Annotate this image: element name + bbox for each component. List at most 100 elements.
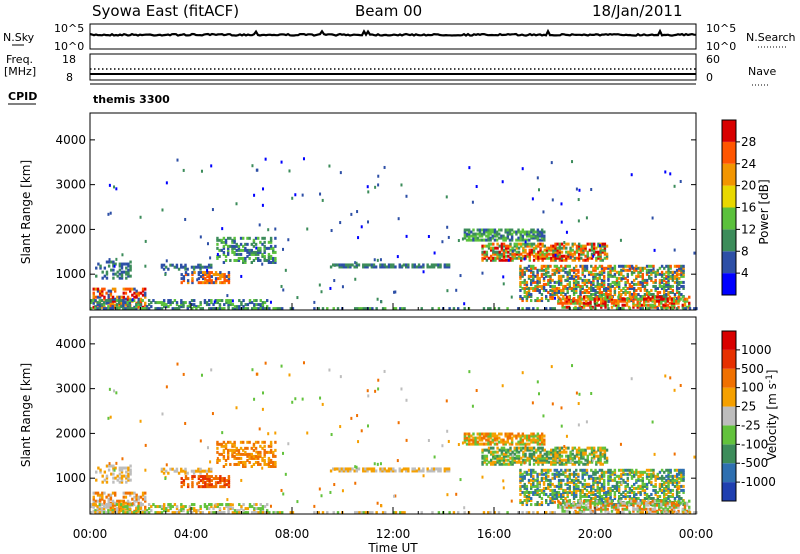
power-cell	[188, 301, 192, 305]
power-cell	[539, 250, 542, 254]
velocity-cell	[478, 442, 482, 446]
power-cell	[167, 299, 170, 303]
velocity-cell	[191, 477, 194, 481]
power-cell	[592, 266, 595, 270]
power-cell	[604, 297, 607, 301]
velocity-cell	[530, 446, 534, 450]
velocity-cell	[596, 488, 599, 492]
velocity-cell	[673, 509, 676, 513]
power-cell	[101, 289, 104, 293]
power-cell	[191, 281, 194, 285]
velocity-cell	[498, 454, 501, 458]
velocity-cell	[229, 448, 232, 452]
velocity-cell	[523, 474, 526, 478]
velocity-cell	[567, 499, 571, 503]
power-cell	[313, 300, 316, 304]
velocity-cell	[671, 492, 675, 496]
power-cell	[525, 266, 529, 270]
velocity-cell	[366, 469, 369, 473]
velocity-cell	[527, 468, 531, 472]
power-cell	[229, 303, 232, 307]
velocity-cell	[191, 475, 194, 479]
power-cell	[355, 261, 358, 265]
power-cell	[606, 295, 609, 299]
power-cell	[595, 303, 599, 307]
velocity-cell	[487, 432, 490, 436]
velocity-cell	[671, 474, 675, 478]
velocity-cell	[129, 491, 132, 495]
velocity-cell	[233, 450, 236, 454]
power-cell	[195, 307, 198, 311]
velocity-cell	[562, 490, 565, 494]
power-cell	[560, 288, 563, 292]
velocity-cell	[254, 440, 258, 444]
velocity-cell	[677, 499, 680, 503]
velocity-cell	[667, 494, 670, 498]
power-cell	[676, 283, 679, 287]
power-cell	[124, 301, 127, 305]
velocity-cell	[212, 477, 216, 481]
power-cell	[222, 236, 226, 240]
power-cell	[223, 275, 226, 279]
velocity-cell	[581, 476, 584, 480]
power-cell	[673, 248, 676, 252]
velocity-cell	[97, 466, 100, 470]
power-cell	[254, 242, 258, 246]
power-cell	[529, 274, 533, 278]
power-cell	[549, 293, 552, 297]
velocity-cell	[150, 509, 153, 513]
power-cell	[487, 246, 491, 250]
velocity-cell	[572, 505, 575, 509]
velocity-cell	[584, 452, 587, 456]
velocity-cell	[658, 476, 662, 480]
power-cell	[180, 277, 183, 281]
power-cell	[651, 297, 654, 301]
power-cell	[557, 266, 561, 270]
power-cell	[564, 286, 567, 290]
power-cell	[523, 282, 526, 286]
power-cell	[489, 230, 492, 234]
power-cell	[547, 270, 550, 274]
velocity-cell	[652, 474, 655, 478]
velocity-cell	[596, 476, 599, 480]
velocity-cell	[582, 505, 586, 509]
velocity-cell	[218, 452, 221, 456]
power-cell	[468, 166, 471, 170]
power-cell	[575, 299, 578, 303]
power-cell	[113, 299, 117, 303]
power-cell	[404, 263, 408, 267]
power-cell	[669, 284, 672, 288]
velocity-cell	[112, 480, 115, 484]
power-cell	[577, 219, 580, 223]
power-cell	[538, 276, 541, 280]
power-cell	[367, 220, 370, 224]
velocity-cell	[529, 472, 533, 476]
velocity-cell	[583, 492, 587, 496]
power-cell	[582, 305, 586, 309]
velocity-cell	[98, 497, 102, 501]
velocity-cell	[470, 434, 473, 438]
power-cell	[605, 256, 609, 260]
power-cell	[598, 288, 602, 292]
velocity-cell	[547, 503, 550, 507]
velocity-cell	[523, 476, 526, 480]
power-cell	[253, 305, 256, 309]
velocity-cell	[539, 450, 542, 454]
velocity-cell	[611, 470, 614, 474]
power-cell	[558, 250, 562, 254]
velocity-cell	[562, 450, 566, 454]
velocity-cell	[675, 474, 679, 478]
velocity-cell	[575, 484, 578, 488]
velocity-cell	[680, 474, 683, 478]
power-cell	[527, 268, 531, 272]
power-cell	[575, 290, 578, 294]
power-cell	[566, 264, 569, 268]
velocity-cell	[632, 499, 635, 503]
velocity-cell	[660, 482, 664, 486]
power-cell	[500, 234, 503, 238]
velocity-cell	[635, 486, 638, 490]
power-cell	[131, 287, 134, 291]
power-cell	[113, 264, 116, 268]
velocity-cell	[668, 509, 672, 513]
power-cell	[652, 280, 655, 284]
